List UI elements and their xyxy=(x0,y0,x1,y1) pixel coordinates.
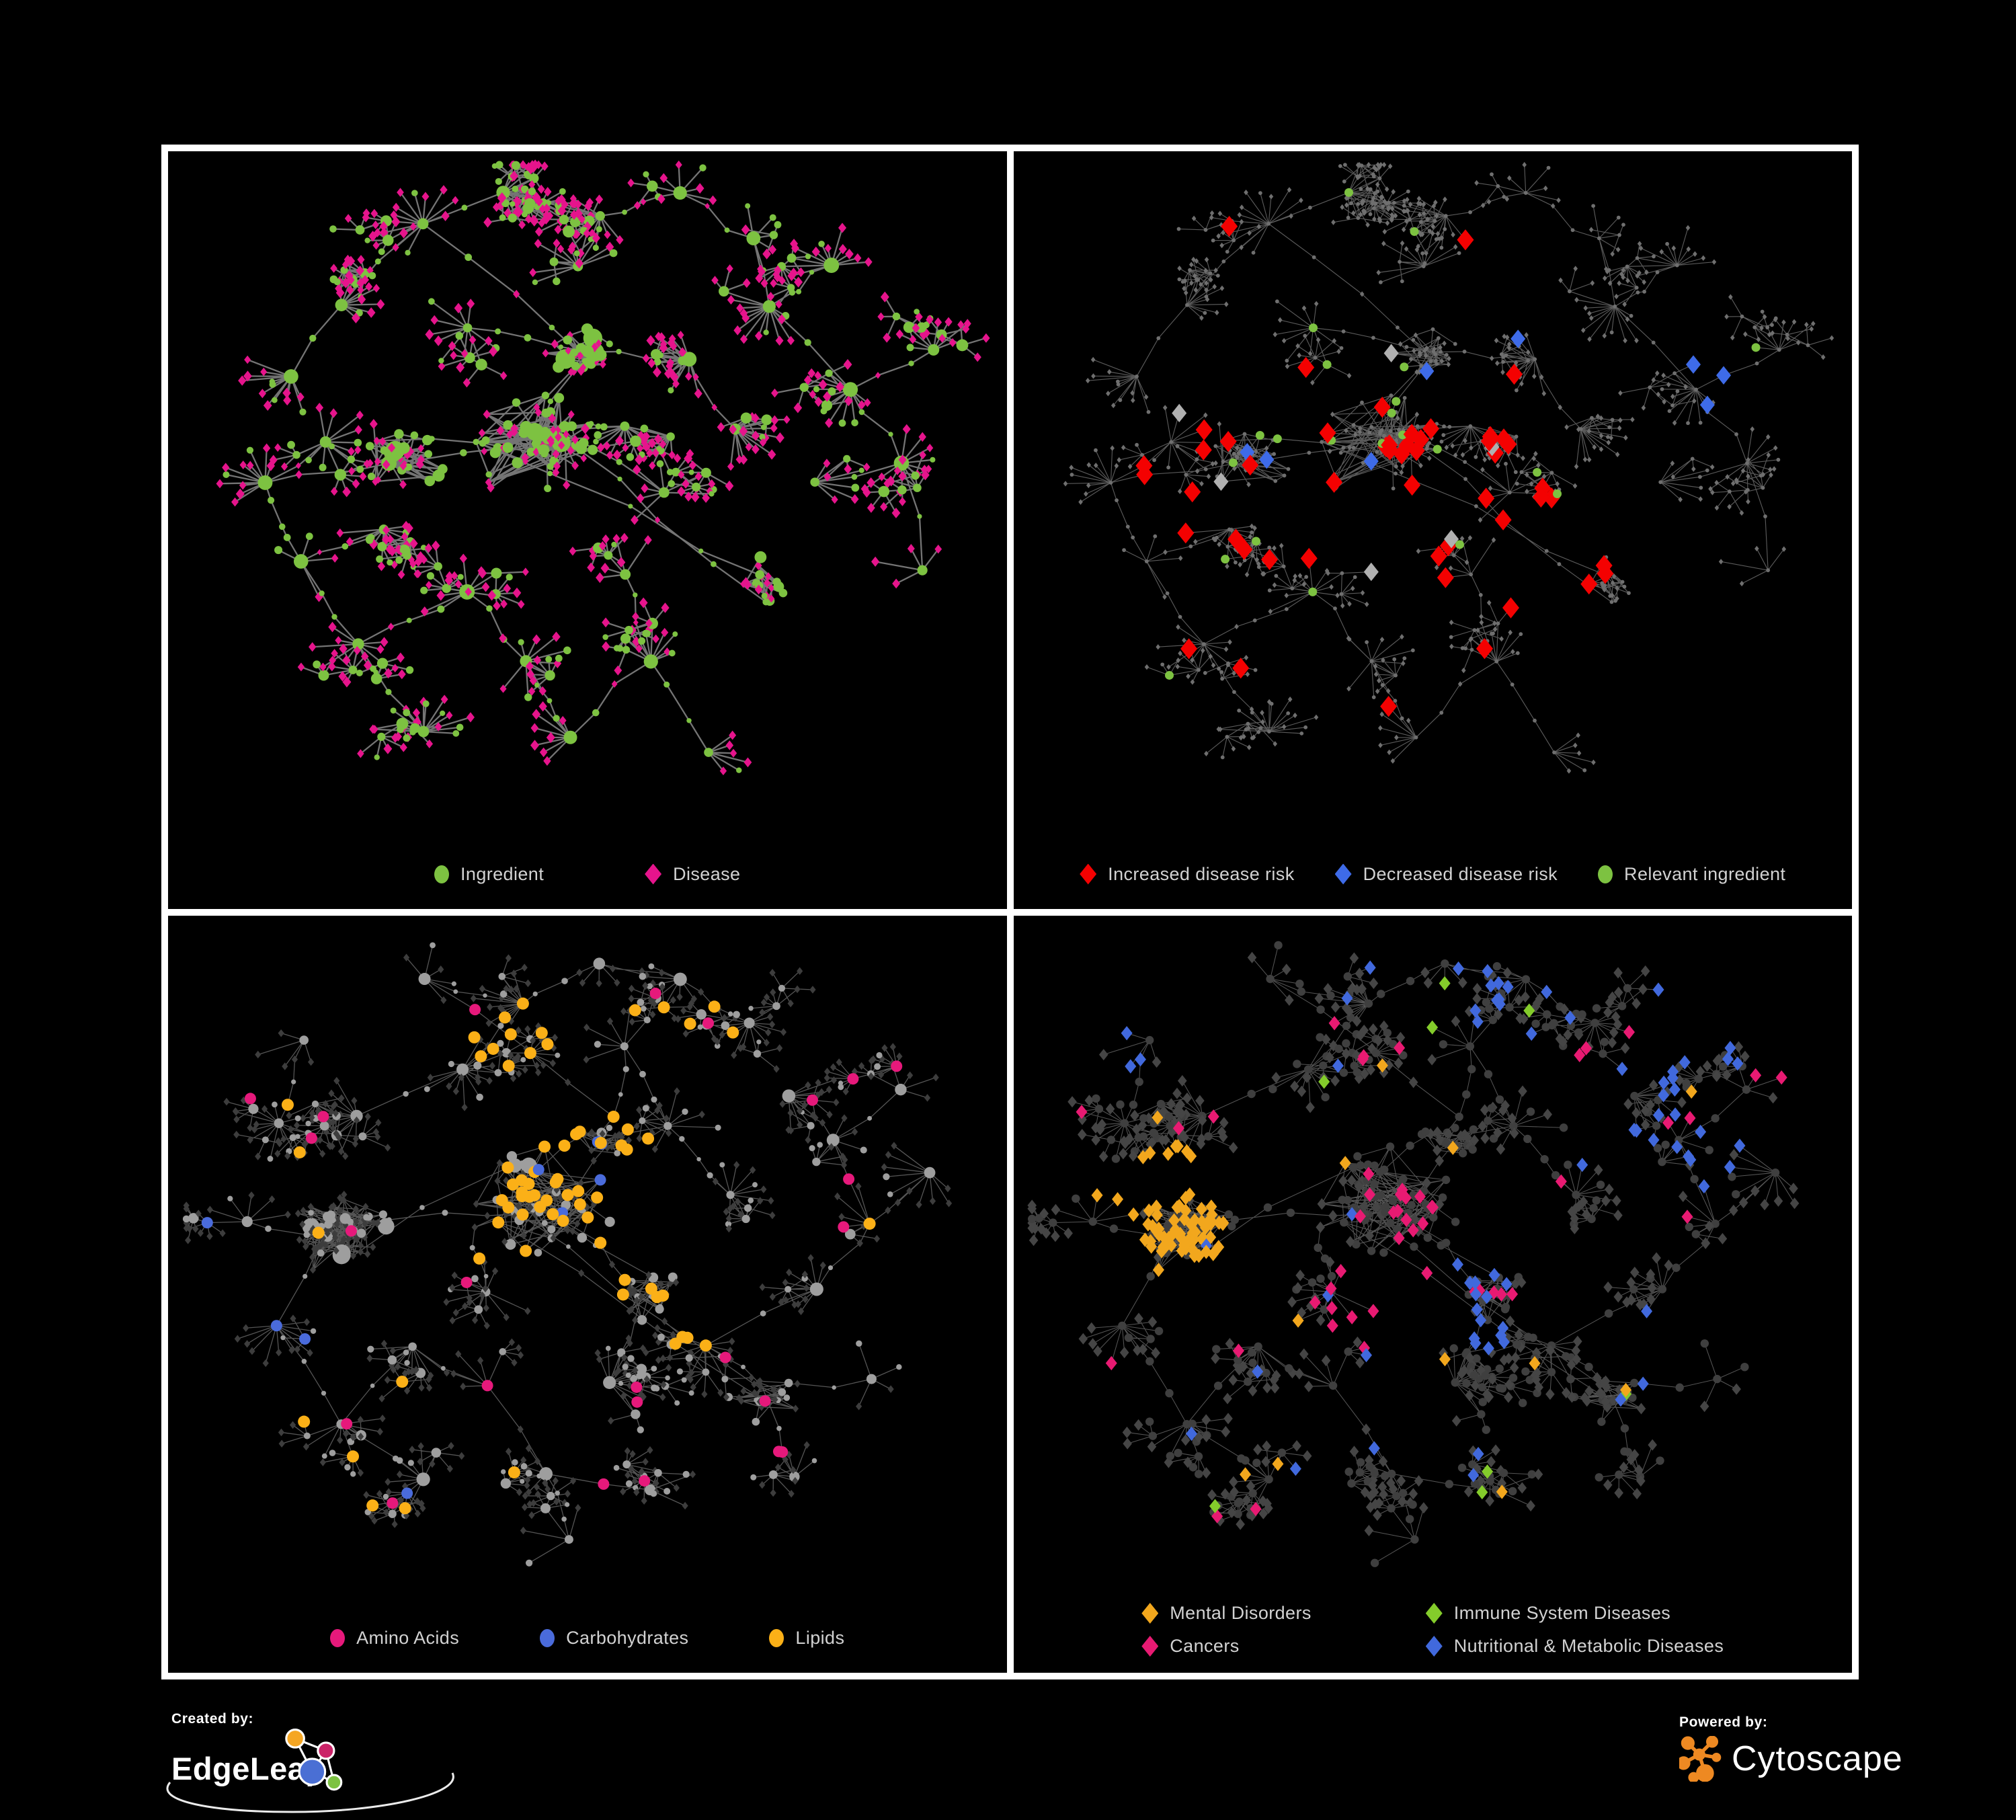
edgeleap-node-pink xyxy=(317,1741,335,1760)
base-nodes xyxy=(182,942,953,1567)
ingredient-disease-network-graph xyxy=(216,159,990,776)
base-nodes xyxy=(216,159,990,776)
powered-by-credit: Powered by: Cytoscape xyxy=(1679,1714,1903,1782)
legend-marker-diamond xyxy=(1334,863,1352,885)
cytoscape-logo-icon xyxy=(1679,1736,1722,1782)
edgeleap-brand: EdgeLeap xyxy=(166,1729,460,1813)
cytoscape-brand-text: Cytoscape xyxy=(1732,1739,1903,1778)
macronutrient-legend: Amino Acids Carbohydrates Lipids xyxy=(168,1628,1007,1649)
legend-item-ingredient: Ingredient xyxy=(434,864,544,885)
highlighted-nodes xyxy=(1135,188,1761,717)
disease-category-network-graph xyxy=(1026,941,1799,1567)
base-nodes xyxy=(1026,941,1799,1567)
legend-marker-diamond xyxy=(1080,863,1097,885)
legend-marker-diamond xyxy=(1141,1603,1159,1624)
legend-item-cancers: Cancers xyxy=(1141,1636,1311,1657)
edgeleap-node-green xyxy=(325,1774,343,1791)
legend-item-label: Immune System Diseases xyxy=(1453,1603,1671,1623)
highlighted-nodes xyxy=(1076,960,1787,1524)
network-edges xyxy=(1065,164,1832,771)
legend-marker-circle xyxy=(540,1629,555,1647)
base-nodes xyxy=(1063,161,1834,774)
disease-risk-legend: Increased disease risk Decreased disease … xyxy=(1014,863,1853,885)
legend-item-label: Amino Acids xyxy=(356,1628,460,1648)
legend-item-label: Disease xyxy=(673,863,741,884)
legend-item-increased-disease-risk: Increased disease risk xyxy=(1080,863,1295,885)
edgeleap-swoosh-graphic xyxy=(166,1772,454,1813)
legend-marker-circle xyxy=(330,1629,346,1647)
edgeleap-node-blue xyxy=(298,1757,327,1786)
highlighted-nodes xyxy=(201,987,903,1514)
panel-disease-category-network: Mental Disorders Immune System Diseases Ca… xyxy=(1013,915,1853,1673)
legend-item-label: Ingredient xyxy=(460,863,545,884)
legend-marker-diamond xyxy=(645,863,662,885)
edgeleap-node-orange xyxy=(285,1729,305,1749)
legend-marker-diamond xyxy=(1425,1603,1443,1624)
disease-category-legend: Mental Disorders Immune System Diseases Ca… xyxy=(1014,1603,1853,1657)
powered-by-label: Powered by: xyxy=(1679,1714,1768,1730)
legend-item-carbohydrates: Carbohydrates xyxy=(540,1628,688,1649)
legend-item-label: Decreased disease risk xyxy=(1363,863,1558,884)
cytoscape-brand: Cytoscape xyxy=(1679,1736,1903,1782)
legend-item-label: Nutritional & Metabolic Diseases xyxy=(1453,1636,1724,1656)
legend-item-nutritional-metabolic-diseases: Nutritional & Metabolic Diseases xyxy=(1425,1636,1724,1657)
legend-item-label: Carbohydrates xyxy=(566,1628,689,1648)
legend-item-label: Mental Disorders xyxy=(1170,1603,1312,1623)
legend-item-amino-acids: Amino Acids xyxy=(330,1628,459,1649)
legend-marker-circle xyxy=(1598,865,1613,883)
legend-marker-circle xyxy=(434,865,450,883)
legend-item-lipids: Lipids xyxy=(769,1628,844,1649)
legend-marker-circle xyxy=(769,1629,784,1647)
panels-frame: Ingredient Disease Increased disease risk… xyxy=(161,145,1859,1679)
created-by-credit: Created by: EdgeLeap xyxy=(166,1711,460,1813)
network-edges xyxy=(220,163,987,772)
legend-item-mental-disorders: Mental Disorders xyxy=(1141,1603,1311,1624)
legend-item-relevant-ingredient: Relevant ingredient xyxy=(1598,864,1785,885)
ingredient-disease-legend: Ingredient Disease xyxy=(168,863,1007,885)
legend-item-label: Cancers xyxy=(1170,1636,1240,1656)
legend-marker-diamond xyxy=(1141,1636,1159,1657)
created-by-label: Created by: xyxy=(171,1711,254,1727)
legend-item-decreased-disease-risk: Decreased disease risk xyxy=(1334,863,1558,885)
legend-item-immune-system-diseases: Immune System Diseases xyxy=(1425,1603,1724,1624)
legend-item-label: Lipids xyxy=(795,1628,845,1648)
edgeleap-logo-icon xyxy=(285,1729,343,1791)
legend-item-disease: Disease xyxy=(645,863,741,885)
macronutrient-network-graph xyxy=(182,942,953,1567)
panel-disease-risk-network: Increased disease risk Decreased disease … xyxy=(1013,151,1853,909)
legend-item-label: Increased disease risk xyxy=(1108,863,1295,884)
panel-macronutrient-network: Amino Acids Carbohydrates Lipids xyxy=(168,915,1007,1673)
disease-risk-network-graph xyxy=(1063,161,1834,774)
legend-marker-diamond xyxy=(1425,1636,1443,1657)
legend-item-label: Relevant ingredient xyxy=(1624,863,1786,884)
panel-ingredient-disease-network: Ingredient Disease xyxy=(168,151,1007,909)
